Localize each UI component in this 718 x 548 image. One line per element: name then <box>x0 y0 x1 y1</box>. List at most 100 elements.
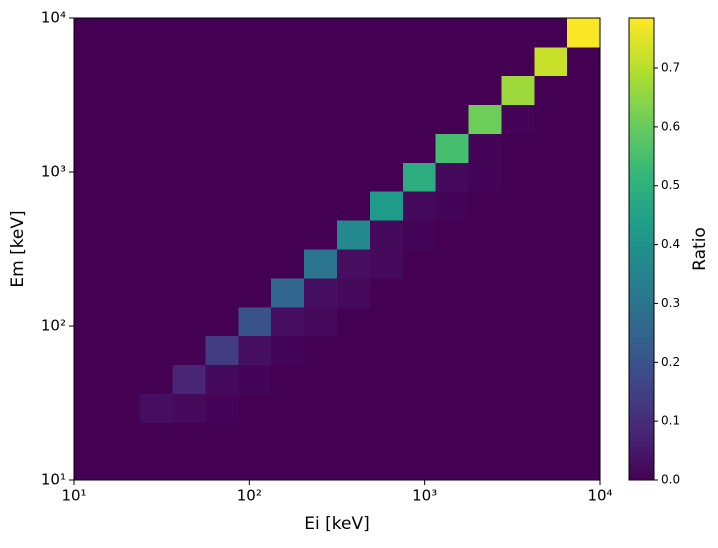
heatmap-cell <box>139 393 174 423</box>
x-tick-label: 10¹ <box>61 487 86 505</box>
heatmap-cell <box>501 249 535 279</box>
colorbar-segment <box>629 414 654 419</box>
heatmap-cell <box>435 451 469 481</box>
x-axis-label: Ei [keV] <box>304 514 369 534</box>
heatmap-cell <box>106 75 141 106</box>
heatmap-cell <box>468 364 502 394</box>
colorbar-segment <box>629 141 654 146</box>
colorbar-segment <box>629 164 654 169</box>
colorbar-segment <box>629 52 654 58</box>
heatmap-cell <box>336 162 371 192</box>
heatmap-cell <box>205 306 239 337</box>
heatmap-cell <box>534 18 568 48</box>
heatmap-cell <box>402 191 437 221</box>
colorbar-segment <box>629 272 654 277</box>
colorbar-segment <box>629 168 654 173</box>
heatmap-cell <box>369 133 404 163</box>
colorbar-segment <box>629 410 654 416</box>
heatmap-cell <box>534 191 568 221</box>
heatmap-cell <box>271 277 305 308</box>
colorbar-segment <box>629 229 654 235</box>
heatmap-cell <box>238 75 272 106</box>
heatmap-cell <box>205 451 239 481</box>
heatmap-cell <box>468 277 502 308</box>
colorbar-segment <box>629 456 654 462</box>
colorbar-segment <box>629 275 654 281</box>
heatmap-cell <box>271 249 305 279</box>
colorbar-segment <box>629 368 654 373</box>
heatmap-cell <box>106 277 141 308</box>
heatmap-cell <box>172 220 206 250</box>
colorbar-tick-label: 0.5 <box>661 178 680 192</box>
heatmap-cell <box>303 191 338 221</box>
heatmap-cell <box>172 451 206 481</box>
heatmap-cell <box>336 133 371 163</box>
colorbar-segment <box>629 449 654 454</box>
colorbar-segment <box>629 426 654 431</box>
heatmap-cell <box>238 277 272 308</box>
heatmap-cell <box>271 191 305 221</box>
colorbar-segment <box>629 133 654 138</box>
heatmap-cell <box>74 451 108 481</box>
heatmap-cell <box>435 393 469 423</box>
heatmap-cell <box>271 104 305 135</box>
heatmap-cell <box>74 133 108 163</box>
heatmap-cell <box>74 18 108 48</box>
heatmap-cell <box>303 46 338 77</box>
heatmap-cell <box>172 249 206 279</box>
colorbar-segment <box>629 64 654 69</box>
heatmap-cell <box>139 46 174 77</box>
heatmap-cell <box>369 364 404 394</box>
heatmap-cell <box>74 277 108 308</box>
heatmap-cell <box>468 191 502 221</box>
heatmap-cell <box>74 191 108 221</box>
heatmap-cell <box>238 451 272 481</box>
heatmap-cell <box>402 18 437 48</box>
colorbar-segment <box>629 364 654 369</box>
heatmap-cell <box>139 335 174 366</box>
heatmap-cell <box>139 191 174 221</box>
heatmap-cell <box>172 46 206 77</box>
colorbar-segment <box>629 37 654 42</box>
colorbar-segment <box>629 183 654 188</box>
heatmap-cell <box>106 249 141 279</box>
heatmap-cell <box>468 335 502 366</box>
colorbar-tick-label: 0.7 <box>661 61 680 75</box>
heatmap-cell <box>468 249 502 279</box>
heatmap-cell <box>435 18 469 48</box>
heatmap-cell <box>336 104 371 135</box>
heatmap-cell <box>534 335 568 366</box>
colorbar-segment <box>629 21 654 27</box>
heatmap-cell <box>303 249 338 279</box>
heatmap-cell <box>501 220 535 250</box>
heatmap-cell <box>205 18 239 48</box>
colorbar-segment <box>629 148 654 154</box>
heatmap-cell <box>139 104 174 135</box>
heatmap-cell <box>271 451 305 481</box>
heatmap-cell <box>74 162 108 192</box>
heatmap-cell <box>205 162 239 192</box>
colorbar-segment <box>629 395 654 400</box>
colorbar-tick-label: 0.3 <box>661 296 680 310</box>
heatmap-cell <box>501 335 535 366</box>
colorbar-segment <box>629 333 654 339</box>
heatmap-cell <box>468 162 502 192</box>
heatmap-cell <box>336 277 371 308</box>
heatmap-cell <box>336 451 371 481</box>
heatmap-cell <box>336 46 371 77</box>
colorbar-segment <box>629 233 654 239</box>
colorbar-segment <box>629 337 654 342</box>
heatmap-cell <box>369 306 404 337</box>
heatmap-cell <box>435 277 469 308</box>
colorbar-segment <box>629 95 654 100</box>
heatmap-cell <box>402 220 437 250</box>
heatmap-cell <box>271 306 305 337</box>
heatmap-cell <box>369 249 404 279</box>
colorbar-segment <box>629 453 654 458</box>
heatmap-cell <box>238 364 272 394</box>
colorbar-segment <box>629 156 654 162</box>
colorbar-segment <box>629 403 654 408</box>
colorbar-segment <box>629 214 654 219</box>
heatmap-cell <box>172 104 206 135</box>
heatmap-cell <box>303 364 338 394</box>
